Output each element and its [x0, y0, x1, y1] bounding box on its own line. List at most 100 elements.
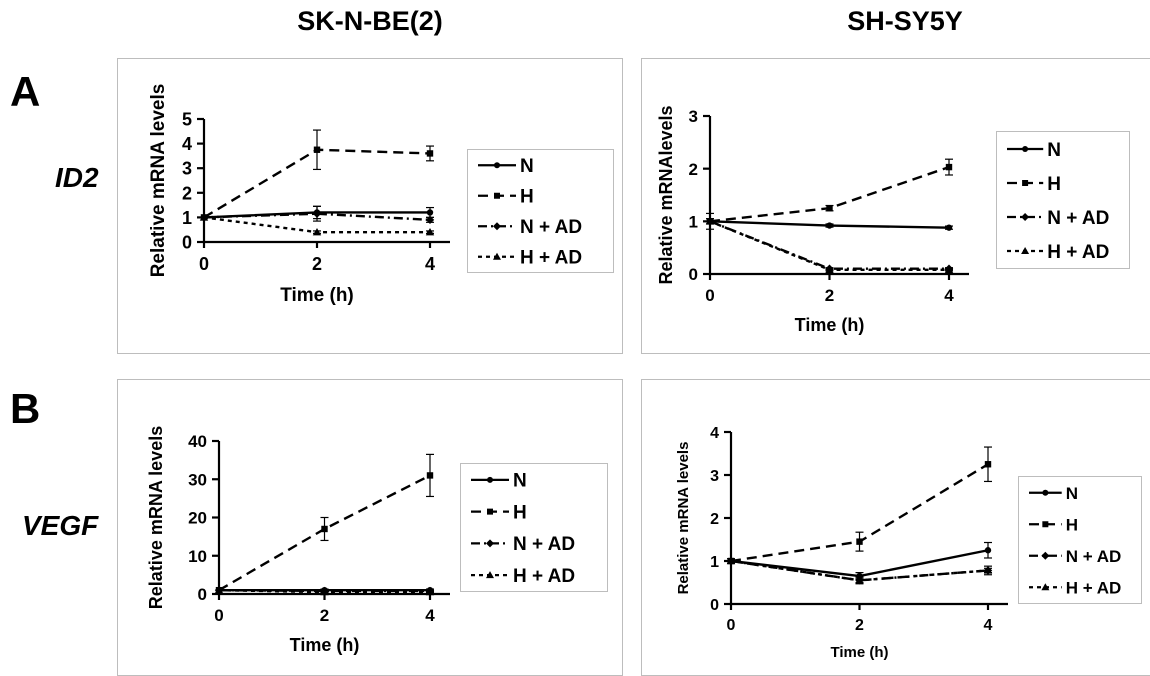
data-point	[983, 566, 993, 574]
y-axis-label: Relative mRNA levels	[675, 442, 692, 595]
data-point	[312, 227, 322, 236]
legend-label: N + AD	[1047, 208, 1109, 229]
x-axis-label: Time (h)	[290, 635, 360, 655]
data-point	[425, 227, 435, 236]
legend-label: H + AD	[520, 248, 582, 269]
legend-marker-shape	[486, 539, 494, 548]
y-tick-label: 1	[689, 212, 698, 231]
data-point	[426, 472, 434, 479]
data-point	[945, 163, 953, 171]
legend-marker-shape	[1022, 146, 1029, 152]
y-tick-label: 5	[182, 109, 192, 129]
legend-marker	[1021, 247, 1030, 254]
data-point	[320, 587, 329, 596]
y-tick-label: 40	[188, 432, 207, 451]
x-axis-label: Time (h)	[795, 315, 865, 335]
legend-marker-shape	[487, 508, 493, 515]
legend-marker	[1021, 213, 1030, 221]
data-point	[855, 576, 864, 584]
row-letter-a: A	[10, 68, 41, 115]
x-tick-label: 4	[944, 286, 954, 305]
x-tick-label: 0	[727, 617, 736, 634]
legend-marker-shape	[493, 222, 501, 231]
legend-marker-shape	[486, 571, 494, 579]
legend-marker-shape	[1042, 489, 1049, 496]
x-tick-label: 4	[425, 254, 435, 274]
series-h-ad	[214, 585, 435, 596]
legend-marker	[494, 192, 500, 199]
legend-marker	[493, 222, 501, 231]
x-axis-label: Time (h)	[280, 285, 354, 306]
x-tick-label: 4	[984, 617, 993, 634]
x-tick-label: 0	[214, 606, 223, 625]
data-point	[199, 213, 209, 221]
y-tick-label: 2	[182, 183, 192, 203]
series-h-ad	[726, 556, 993, 584]
legend-label: H + AD	[1047, 242, 1109, 263]
y-tick-label: 20	[188, 509, 207, 528]
data-point	[312, 209, 322, 218]
data-point	[726, 556, 736, 565]
legend-marker-shape	[1041, 583, 1050, 591]
legend-marker-shape	[1022, 180, 1029, 186]
legend-label: N	[1066, 484, 1078, 503]
legend-marker-shape	[493, 252, 501, 260]
legend-marker	[493, 252, 501, 260]
series-h	[215, 453, 434, 594]
legend-marker-shape	[494, 192, 500, 199]
data-point	[313, 146, 321, 153]
data-point	[825, 265, 834, 273]
data-point	[856, 538, 863, 545]
data-point	[426, 209, 434, 216]
row-letter-b: B	[10, 385, 41, 432]
x-tick-label: 2	[855, 617, 864, 634]
legend-label: H + AD	[1066, 578, 1122, 597]
data-point	[944, 265, 954, 273]
x-tick-label: 0	[705, 286, 714, 305]
legend-marker-shape	[1021, 213, 1030, 221]
data-point	[425, 215, 435, 225]
y-axis-label: Relative mRNA levels	[146, 426, 166, 609]
x-tick-label: 4	[425, 606, 435, 625]
legend-label: N + AD	[520, 217, 582, 238]
legend-marker	[1042, 489, 1049, 496]
chart-b-left: 0 10 20 30 40 0 2 4 Time (h) Relative mRNA levels	[146, 426, 450, 655]
legend-label: H	[513, 502, 527, 523]
legend-marker	[494, 162, 500, 169]
y-axis-label: Relative mRNAlevels	[656, 105, 676, 284]
y-tick-label: 1	[182, 208, 192, 228]
legend-label: H + AD	[513, 566, 575, 587]
series-line	[218, 588, 430, 593]
series-n	[706, 218, 953, 231]
y-tick-label: 10	[188, 547, 207, 566]
legend-marker-shape	[1021, 247, 1030, 254]
y-tick-label: 30	[188, 470, 207, 489]
series-line	[709, 165, 950, 223]
y-tick-label: 4	[182, 134, 192, 154]
y-tick-label: 0	[689, 265, 698, 284]
data-point	[321, 525, 328, 533]
y-tick-label: 0	[182, 232, 192, 252]
legend-label: H	[1066, 515, 1078, 534]
x-axis-label: Time (h)	[830, 644, 888, 661]
chart-b-right: 0 1 2 3 4 0 2 4 Time (h) Relative mRNA levels	[675, 425, 1008, 661]
legend-label: N	[1047, 140, 1061, 161]
gene-label-id2: ID2	[55, 162, 99, 193]
legend-marker-shape	[1041, 551, 1050, 560]
data-point	[214, 585, 224, 594]
y-tick-label: 3	[689, 107, 698, 126]
legend-marker	[1022, 180, 1029, 186]
legend-marker	[486, 571, 494, 579]
y-tick-label: 2	[689, 160, 698, 179]
data-point	[426, 150, 434, 157]
legend-marker	[486, 539, 494, 548]
y-axis-label: Relative mRNA levels	[148, 84, 169, 278]
y-tick-label: 3	[182, 159, 192, 179]
legend-label: N + AD	[513, 534, 575, 555]
gene-label-vegf: VEGF	[22, 510, 99, 541]
x-tick-label: 0	[199, 254, 209, 274]
x-tick-label: 2	[320, 606, 329, 625]
